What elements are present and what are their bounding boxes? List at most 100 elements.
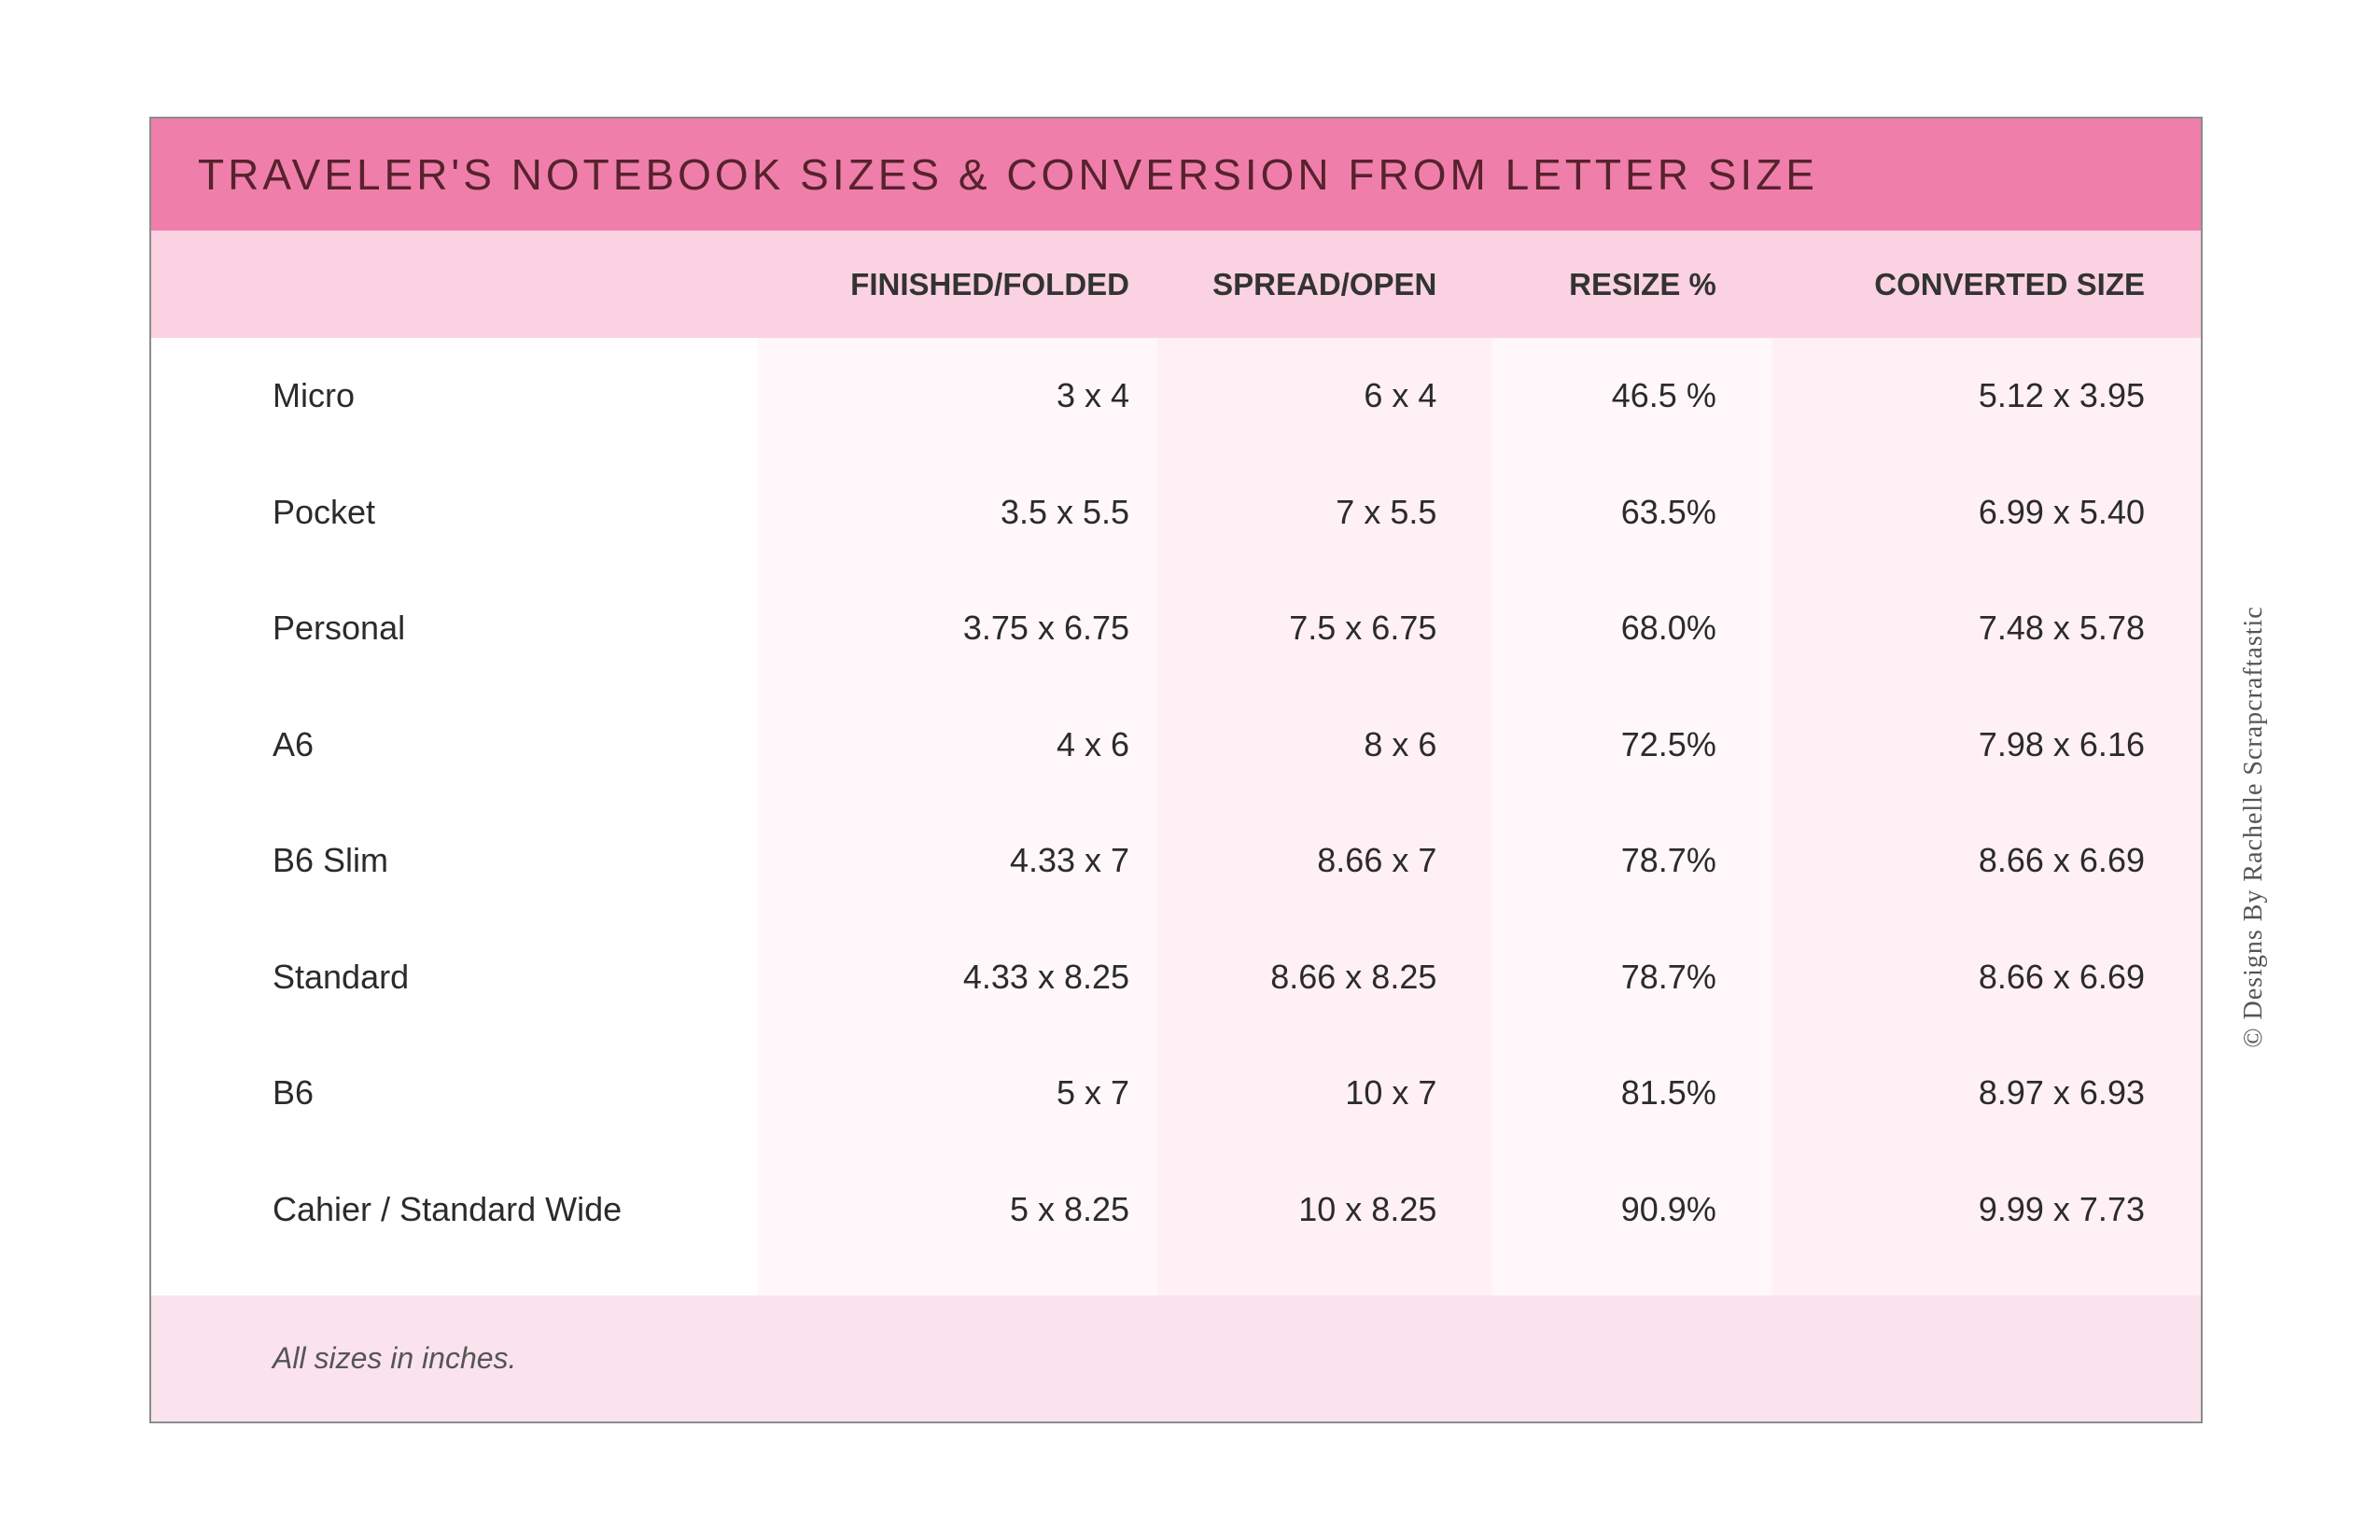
- cell-value: 4.33 x 7: [1010, 841, 1129, 880]
- copyright-label: © Designs By Rachelle Scrapcraftastic: [2239, 594, 2269, 1060]
- row-name: Standard: [273, 958, 409, 997]
- cell-value: 8.97 x 6.93: [1979, 1073, 2145, 1113]
- table-column: 6 x 4 7 x 5.5 7.5 x 6.75 8 x 6 8.66 x 7 8.66 …: [1157, 338, 1492, 1295]
- cell-value: 5.12 x 3.95: [1979, 376, 2145, 415]
- data-cell: 8.66 x 7: [1157, 803, 1492, 919]
- data-cell: 8.66 x 6.69: [1772, 919, 2201, 1036]
- cell-value: 7.98 x 6.16: [1979, 725, 2145, 764]
- data-cell: 3.5 x 5.5: [757, 455, 1157, 571]
- table-title: TRAVELER'S NOTEBOOK SIZES & CONVERSION F…: [198, 149, 1818, 200]
- cell-value: 6 x 4: [1364, 376, 1436, 415]
- table-column: Micro Pocket Personal A6 B6 Slim Standard B6 Ca…: [151, 338, 757, 1295]
- cell-value: 3.5 x 5.5: [1001, 493, 1129, 532]
- data-cell: 8.66 x 8.25: [1157, 919, 1492, 1036]
- row-name: B6 Slim: [273, 841, 388, 880]
- body-spacer: [151, 1267, 757, 1295]
- column-header: SPREAD/OPEN: [1157, 267, 1492, 302]
- column-header: RESIZE %: [1492, 267, 1771, 302]
- table-title-bar: TRAVELER'S NOTEBOOK SIZES & CONVERSION F…: [151, 119, 2201, 231]
- cell-value: 7.5 x 6.75: [1289, 609, 1436, 648]
- cell-value: 4 x 6: [1057, 725, 1129, 764]
- data-cell: 46.5 %: [1492, 338, 1771, 455]
- data-cell: 90.9%: [1492, 1152, 1771, 1268]
- row-name: B6: [273, 1073, 314, 1113]
- table-footer-note: All sizes in inches.: [273, 1341, 516, 1376]
- table-footer-bar: All sizes in inches.: [151, 1295, 2201, 1421]
- table-column: 3 x 4 3.5 x 5.5 3.75 x 6.75 4 x 6 4.33 x 7 4.…: [757, 338, 1157, 1295]
- data-cell: 8.97 x 6.93: [1772, 1035, 2201, 1152]
- column-header-label: SPREAD/OPEN: [1212, 267, 1436, 302]
- data-cell: 4.33 x 7: [757, 803, 1157, 919]
- table-column: 46.5 % 63.5% 68.0% 72.5% 78.7% 78.7% 81.5% 90.9…: [1492, 338, 1771, 1295]
- data-cell: 7 x 5.5: [1157, 455, 1492, 571]
- data-cell: 5 x 8.25: [757, 1152, 1157, 1268]
- body-spacer: [1772, 1267, 2201, 1295]
- row-name-cell: Pocket: [151, 455, 757, 571]
- row-name-cell: Standard: [151, 919, 757, 1036]
- data-cell: 81.5%: [1492, 1035, 1771, 1152]
- cell-value: 10 x 8.25: [1298, 1190, 1436, 1229]
- cell-value: 78.7%: [1621, 841, 1716, 880]
- cell-value: 46.5 %: [1612, 376, 1716, 415]
- data-cell: 68.0%: [1492, 570, 1771, 687]
- data-cell: 10 x 8.25: [1157, 1152, 1492, 1268]
- cell-value: 78.7%: [1621, 958, 1716, 997]
- cell-value: 7.48 x 5.78: [1979, 609, 2145, 648]
- table-header-row: FINISHED/FOLDED SPREAD/OPEN RESIZE % CONVER…: [151, 231, 2201, 338]
- cell-value: 8.66 x 7: [1317, 841, 1436, 880]
- data-cell: 5.12 x 3.95: [1772, 338, 2201, 455]
- data-cell: 6 x 4: [1157, 338, 1492, 455]
- cell-value: 63.5%: [1621, 493, 1716, 532]
- body-spacer: [757, 1267, 1157, 1295]
- cell-value: 4.33 x 8.25: [963, 958, 1129, 997]
- data-cell: 3.75 x 6.75: [757, 570, 1157, 687]
- cell-value: 9.99 x 7.73: [1979, 1190, 2145, 1229]
- row-name: A6: [273, 725, 314, 764]
- data-cell: 8.66 x 6.69: [1772, 803, 2201, 919]
- cell-value: 6.99 x 5.40: [1979, 493, 2145, 532]
- data-cell: 7.5 x 6.75: [1157, 570, 1492, 687]
- cell-value: 81.5%: [1621, 1073, 1716, 1113]
- data-cell: 7.48 x 5.78: [1772, 570, 2201, 687]
- data-cell: 78.7%: [1492, 919, 1771, 1036]
- cell-value: 5 x 7: [1057, 1073, 1129, 1113]
- row-name: Personal: [273, 609, 405, 648]
- table-body: Micro Pocket Personal A6 B6 Slim Standard B6 Ca…: [151, 338, 2201, 1295]
- data-cell: 63.5%: [1492, 455, 1771, 571]
- row-name-cell: Cahier / Standard Wide: [151, 1152, 757, 1268]
- cell-value: 8.66 x 8.25: [1270, 958, 1436, 997]
- cell-value: 90.9%: [1621, 1190, 1716, 1229]
- table-column: 5.12 x 3.95 6.99 x 5.40 7.48 x 5.78 7.98 x …: [1772, 338, 2201, 1295]
- cell-value: 72.5%: [1621, 725, 1716, 764]
- cell-value: 8.66 x 6.69: [1979, 958, 2145, 997]
- table-frame: TRAVELER'S NOTEBOOK SIZES & CONVERSION F…: [149, 117, 2203, 1423]
- cell-value: 3.75 x 6.75: [963, 609, 1129, 648]
- row-name-cell: B6: [151, 1035, 757, 1152]
- row-name-cell: Micro: [151, 338, 757, 455]
- row-name: Micro: [273, 376, 355, 415]
- row-name: Cahier / Standard Wide: [273, 1190, 622, 1229]
- row-name-cell: Personal: [151, 570, 757, 687]
- cell-value: 68.0%: [1621, 609, 1716, 648]
- data-cell: 6.99 x 5.40: [1772, 455, 2201, 571]
- data-cell: 5 x 7: [757, 1035, 1157, 1152]
- cell-value: 7 x 5.5: [1336, 493, 1436, 532]
- column-header-label: CONVERTED SIZE: [1874, 267, 2145, 302]
- row-name: Pocket: [273, 493, 375, 532]
- data-cell: 3 x 4: [757, 338, 1157, 455]
- cell-value: 5 x 8.25: [1010, 1190, 1129, 1229]
- data-cell: 8 x 6: [1157, 687, 1492, 804]
- body-spacer: [1157, 1267, 1492, 1295]
- column-header-label: FINISHED/FOLDED: [850, 267, 1129, 302]
- column-header: CONVERTED SIZE: [1772, 267, 2201, 302]
- cell-value: 8.66 x 6.69: [1979, 841, 2145, 880]
- data-cell: 78.7%: [1492, 803, 1771, 919]
- data-cell: 7.98 x 6.16: [1772, 687, 2201, 804]
- cell-value: 8 x 6: [1364, 725, 1436, 764]
- cell-value: 3 x 4: [1057, 376, 1129, 415]
- data-cell: 10 x 7: [1157, 1035, 1492, 1152]
- column-header: FINISHED/FOLDED: [757, 267, 1157, 302]
- data-cell: 9.99 x 7.73: [1772, 1152, 2201, 1268]
- body-spacer: [1492, 1267, 1771, 1295]
- column-header-label: RESIZE %: [1569, 267, 1716, 302]
